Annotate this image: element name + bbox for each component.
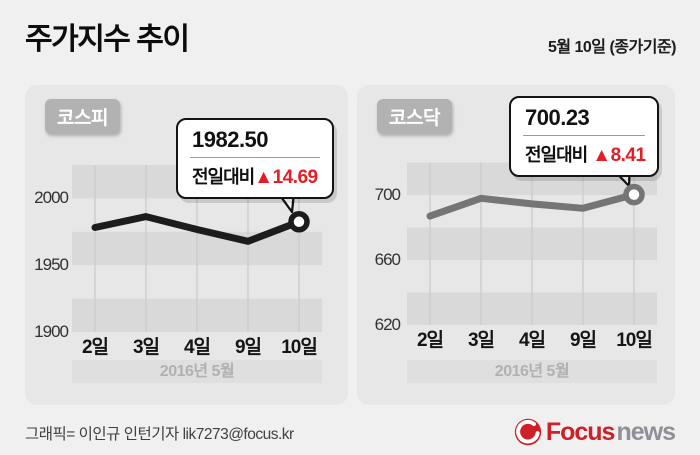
- x-axis-label: 9일: [569, 330, 597, 351]
- logo-text-news: news: [616, 418, 676, 446]
- kospi-month-label: 2016년 5월: [72, 360, 322, 383]
- kosdaq-callout: 700.23 전일대비 ▲8.41: [509, 96, 659, 177]
- kospi-panel: 코스피 2000 1950 1900 2일 3일 4일 9일 10일 2016년 5월 198…: [25, 85, 348, 405]
- callout-divider: [523, 135, 645, 136]
- kosdaq-callout-value: 700.23: [525, 105, 590, 130]
- y-axis-tick: 700: [374, 185, 401, 204]
- callout-divider: [190, 157, 320, 158]
- x-axis-label: 10일: [616, 330, 653, 351]
- series-line: [91, 213, 303, 245]
- kospi-badge: 코스피: [45, 99, 120, 134]
- x-axis-label: 4일: [518, 330, 546, 351]
- logo-text-focus: Focus: [545, 418, 616, 446]
- focus-news-logo: Focus news: [514, 417, 676, 447]
- kosdaq-callout-change: 전일대비 ▲8.41: [511, 138, 657, 175]
- x-axis-label: 9일: [234, 337, 262, 358]
- change-value: 8.41: [610, 145, 646, 166]
- series-line: [426, 191, 638, 220]
- change-label: 전일대비: [525, 145, 588, 165]
- x-axis-label: 4일: [183, 337, 211, 358]
- x-axis-label: 3일: [467, 330, 495, 351]
- data-point-marker: [288, 211, 310, 233]
- kospi-callout-value: 1982.50: [192, 127, 269, 152]
- kosdaq-panel: 코스닥 700 660 620 2일 3일 4일 9일 10일 2016년 5월 700.23…: [357, 85, 675, 405]
- page-title: 주가지수 추이: [25, 23, 190, 56]
- change-label: 전일대비: [192, 167, 255, 187]
- y-axis-tick: 1950: [34, 255, 69, 275]
- y-axis-tick: 620: [374, 315, 401, 334]
- x-axis-label: 2일: [416, 330, 444, 351]
- y-axis-tick: 1900: [34, 322, 69, 341]
- kosdaq-badge: 코스닥: [377, 99, 452, 134]
- change-value: 14.69: [272, 167, 319, 188]
- up-triangle-icon: ▲: [592, 145, 611, 166]
- up-triangle-icon: ▲: [254, 167, 273, 188]
- footer-credit: 그래픽= 이인규 인턴기자 lik7273@focus.kr: [25, 426, 294, 443]
- data-point-marker: [623, 183, 645, 206]
- x-axis-label: 10일: [281, 337, 318, 358]
- x-axis-label: 3일: [132, 337, 160, 358]
- x-axis-label: 2일: [81, 337, 109, 358]
- y-axis-tick: 660: [374, 250, 401, 269]
- y-axis-tick: 2000: [34, 188, 69, 208]
- kospi-callout: 1982.50 전일대비▲14.69: [176, 118, 334, 199]
- kospi-callout-change: 전일대비▲14.69: [178, 160, 332, 197]
- kosdaq-month-label: 2016년 5월: [407, 360, 657, 383]
- date-note: 5월 10일 (종가기준): [547, 39, 677, 56]
- focus-news-swirl-icon: [514, 418, 542, 446]
